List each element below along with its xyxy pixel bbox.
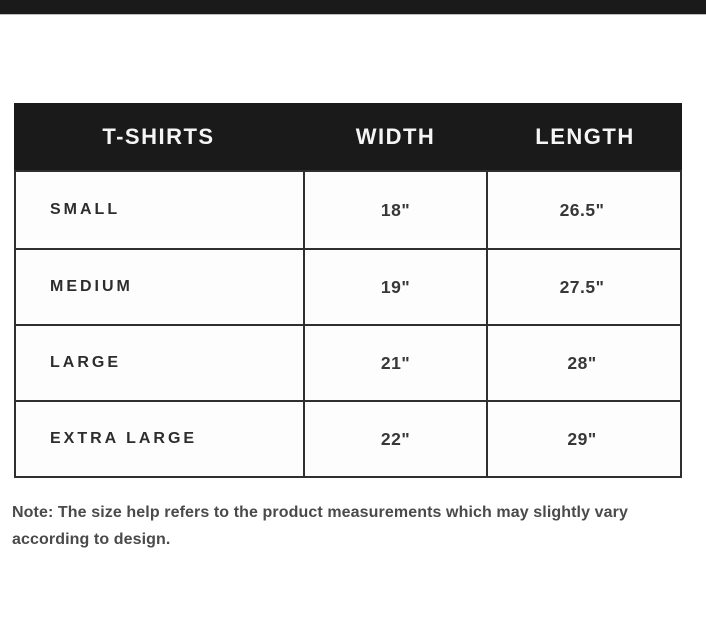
length-value: 26.5" [486, 172, 676, 248]
width-value: 19" [303, 250, 486, 324]
size-label: SMALL [50, 201, 121, 218]
table-row-large: LARGE 21" 28" [16, 324, 680, 400]
width-value: 18" [303, 172, 486, 248]
note-text: Note: The size help refers to the produc… [12, 504, 628, 548]
table-row-extra-large: EXTRA LARGE 22" 29" [16, 400, 680, 476]
header-length: LENGTH [535, 123, 635, 149]
table-row-medium: MEDIUM 19" 27.5" [16, 248, 680, 324]
top-bar [0, 0, 706, 15]
table-row-small: SMALL 18" 26.5" [16, 172, 680, 248]
header-tshirts: T-SHIRTS [102, 123, 215, 149]
width-value: 22" [303, 402, 486, 476]
table-body: SMALL 18" 26.5" MEDIUM 19" 27.5" LARGE 2… [14, 170, 682, 478]
table-header-row: T-SHIRTS WIDTH LENGTH [14, 103, 682, 170]
length-value: 27.5" [486, 250, 676, 324]
size-label: MEDIUM [50, 278, 133, 295]
size-label: LARGE [50, 354, 121, 371]
length-value: 29" [486, 402, 676, 476]
size-label: EXTRA LARGE [50, 430, 198, 447]
width-value: 21" [303, 326, 486, 400]
size-chart-table: T-SHIRTS WIDTH LENGTH SMALL 18" 26.5" ME… [14, 103, 682, 478]
length-value: 28" [486, 326, 676, 400]
header-width: WIDTH [355, 123, 436, 149]
